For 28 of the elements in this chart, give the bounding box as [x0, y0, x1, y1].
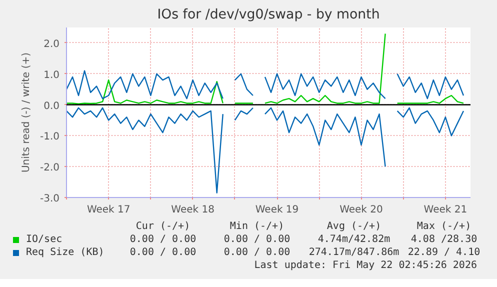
text: Avg (-/+) — [326, 221, 382, 233]
y-tick-label: 2.0 — [44, 38, 60, 50]
y-tick-label: -2.0 — [40, 162, 60, 174]
text: 0.00 / 0.00 — [224, 247, 290, 259]
text: Max (-/+) — [416, 221, 472, 233]
x-tick-label: Week 20 — [340, 204, 383, 216]
y-tick-label: -3.0 — [40, 194, 60, 204]
text: 22.89 / 4.10 — [408, 247, 480, 259]
x-tick-label: Week 19 — [255, 204, 299, 216]
chart-title: IOs for /dev/vg0/swap - by month — [157, 8, 380, 22]
text: 0.00 / 0.00 — [130, 234, 196, 246]
legend-label: IO/sec — [26, 234, 62, 246]
text: Last update: Fri May 22 02:45:26 2026 — [254, 260, 477, 272]
x-tick-label: Week 21 — [424, 204, 468, 216]
text: 0.00 / 0.00 — [130, 247, 196, 259]
text: Cur (-/+) — [136, 221, 190, 233]
legend-label: Req Size (KB) — [26, 247, 104, 259]
y-tick-label: -1.0 — [40, 132, 60, 143]
y-tick-label: 0.0 — [44, 100, 60, 112]
text: 0.00 / 0.00 — [224, 234, 290, 246]
y-tick-label: 1.0 — [44, 70, 60, 81]
text: 274.17m/847.86m — [308, 247, 400, 259]
y-axis-title: Units read (-) / write (+) — [20, 52, 32, 173]
x-tick-label: Week 17 — [86, 204, 130, 216]
text: 4.74m/42.82m — [318, 234, 390, 246]
text: Min (-/+) — [230, 221, 284, 233]
x-tick-label: Week 18 — [171, 204, 214, 216]
text: 4.08 /28.30 — [410, 234, 478, 246]
